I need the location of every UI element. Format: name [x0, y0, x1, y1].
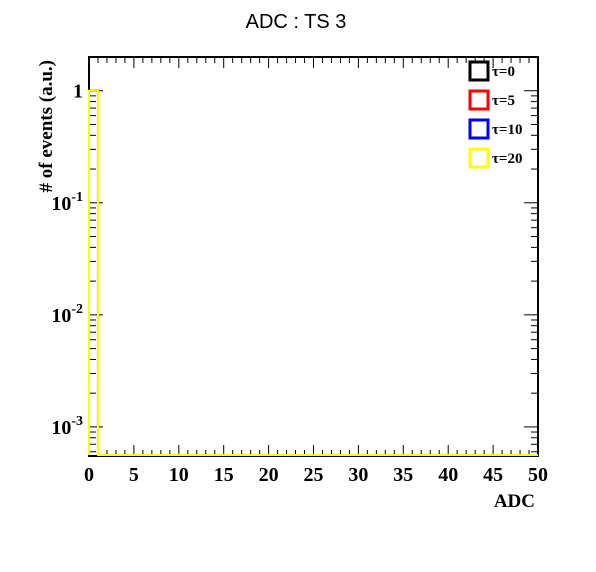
- y-tick-label: 10-3: [51, 414, 83, 439]
- x-tick-label: 30: [348, 464, 368, 486]
- y-tick-label: 1: [73, 81, 83, 103]
- legend-swatch: [468, 147, 490, 169]
- y-tick-label: 10-2: [51, 302, 83, 327]
- y-tick-label: 10-1: [51, 190, 83, 215]
- legend-swatch: [468, 118, 490, 140]
- legend-entry-label: τ=5: [492, 93, 515, 109]
- legend-swatch: [468, 89, 490, 111]
- x-tick-label: 25: [304, 464, 324, 486]
- x-tick-label: 5: [129, 464, 139, 486]
- x-tick-label: 50: [528, 464, 548, 486]
- chart-title: ADC : TS 3: [246, 11, 347, 33]
- y-axis-label: # of events (a.u.): [36, 60, 57, 192]
- legend-entry-label: τ=20: [492, 151, 522, 167]
- x-axis-label: ADC: [494, 491, 535, 512]
- plot-frame: [88, 56, 539, 457]
- series-1-histogram: [88, 89, 538, 456]
- series-0-histogram: [88, 89, 538, 456]
- x-tick-label: 20: [259, 464, 279, 486]
- x-tick-label: 35: [393, 464, 413, 486]
- histogram-series: [88, 89, 538, 456]
- legend: τ=0 τ=5 τ=10 τ=20: [468, 60, 522, 169]
- x-tick-label: 15: [214, 464, 234, 486]
- x-tick-label: 40: [438, 464, 458, 486]
- y-axis-tick-labels: 1 10-1 10-2 10-3: [51, 81, 83, 439]
- legend-swatch: [468, 60, 490, 82]
- legend-entry-label: τ=10: [492, 122, 522, 138]
- x-tick-label: 0: [84, 464, 94, 486]
- y-axis-ticks: [89, 56, 538, 453]
- x-axis-tick-labels: 0 5 10 15 20 25 30 35 40 45 50: [84, 464, 548, 486]
- x-tick-label: 10: [169, 464, 189, 486]
- x-tick-label: 45: [483, 464, 503, 486]
- series-3-histogram: [88, 89, 538, 456]
- series-2-histogram: [88, 89, 538, 456]
- legend-entry-label: τ=0: [492, 64, 515, 80]
- x-axis-ticks: [88, 57, 539, 456]
